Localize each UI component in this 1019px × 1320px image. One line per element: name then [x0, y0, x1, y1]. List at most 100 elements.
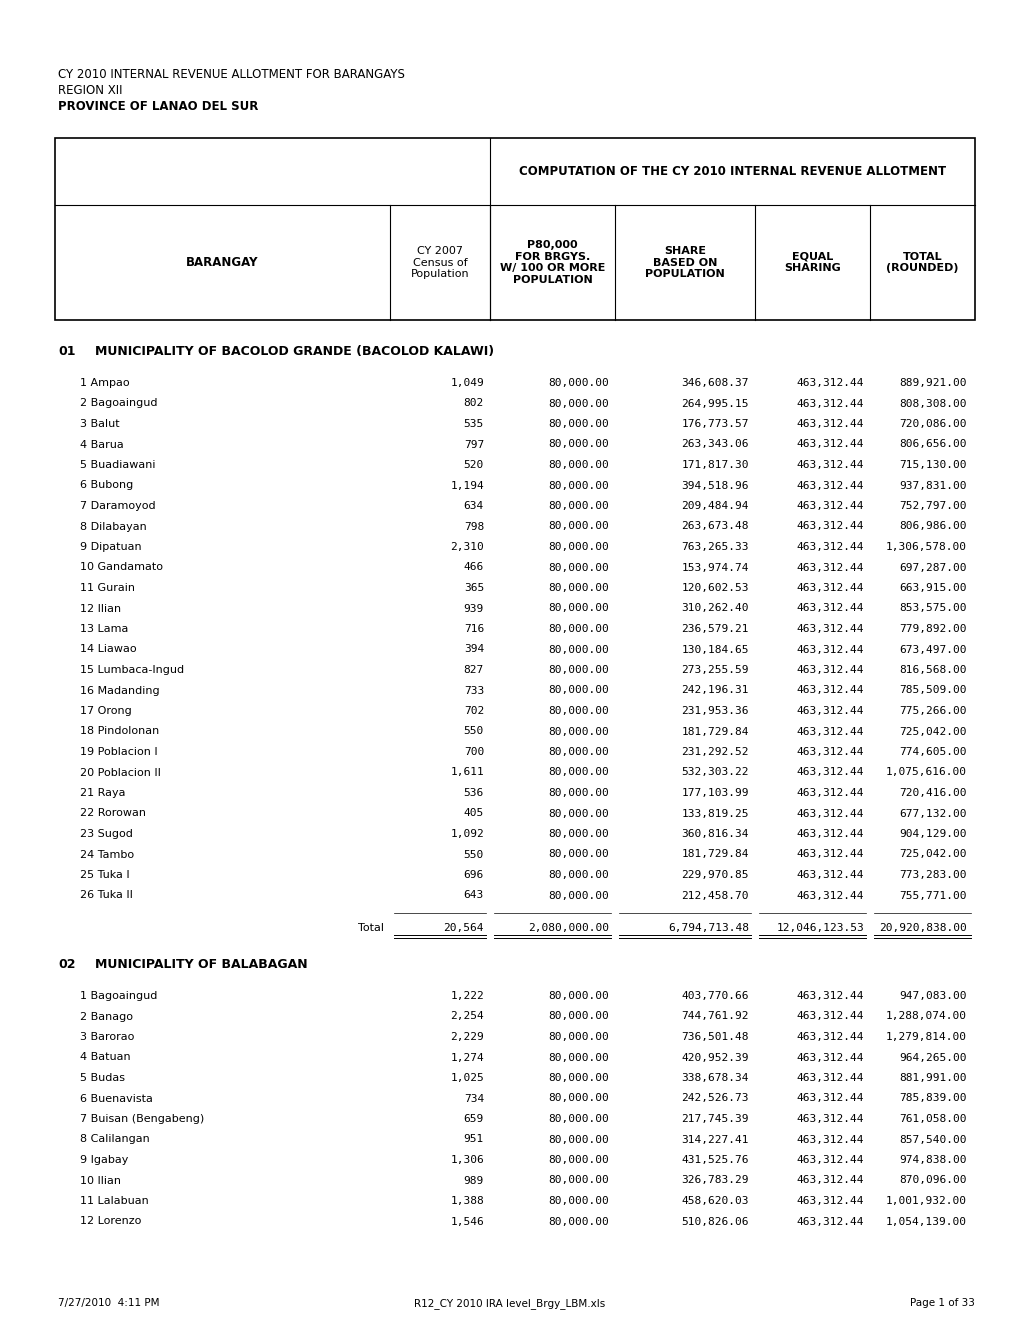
Text: 889,921.00: 889,921.00 — [899, 378, 966, 388]
Text: 463,312.44: 463,312.44 — [796, 543, 863, 552]
Text: 463,312.44: 463,312.44 — [796, 480, 863, 491]
Text: 1,194: 1,194 — [449, 480, 484, 491]
Text: 80,000.00: 80,000.00 — [548, 399, 608, 408]
Text: 659: 659 — [464, 1114, 484, 1125]
Text: 80,000.00: 80,000.00 — [548, 1217, 608, 1226]
Text: 779,892.00: 779,892.00 — [899, 624, 966, 634]
Text: 463,312.44: 463,312.44 — [796, 378, 863, 388]
Text: 130,184.65: 130,184.65 — [681, 644, 748, 655]
Text: 4 Barua: 4 Barua — [79, 440, 123, 450]
Text: 12 Lorenzo: 12 Lorenzo — [79, 1217, 142, 1226]
Text: 634: 634 — [464, 502, 484, 511]
Text: 80,000.00: 80,000.00 — [548, 1155, 608, 1166]
Text: 463,312.44: 463,312.44 — [796, 1052, 863, 1063]
Text: 80,000.00: 80,000.00 — [548, 459, 608, 470]
Text: 181,729.84: 181,729.84 — [681, 850, 748, 859]
Text: 177,103.99: 177,103.99 — [681, 788, 748, 799]
Text: 1,306,578.00: 1,306,578.00 — [886, 543, 966, 552]
Text: 1,546: 1,546 — [449, 1217, 484, 1226]
Text: 16 Madanding: 16 Madanding — [79, 685, 159, 696]
Text: 394,518.96: 394,518.96 — [681, 480, 748, 491]
Text: 853,575.00: 853,575.00 — [899, 603, 966, 614]
Text: 761,058.00: 761,058.00 — [899, 1114, 966, 1125]
Text: 7/27/2010  4:11 PM: 7/27/2010 4:11 PM — [58, 1298, 159, 1308]
Text: 463,312.44: 463,312.44 — [796, 767, 863, 777]
Text: 458,620.03: 458,620.03 — [681, 1196, 748, 1206]
Text: 1,054,139.00: 1,054,139.00 — [886, 1217, 966, 1226]
Text: 720,086.00: 720,086.00 — [899, 418, 966, 429]
Text: 21 Raya: 21 Raya — [79, 788, 125, 799]
Text: 20,564: 20,564 — [443, 923, 484, 933]
Text: 9 Igabay: 9 Igabay — [79, 1155, 128, 1166]
Text: 20 Poblacion II: 20 Poblacion II — [79, 767, 161, 777]
Text: 463,312.44: 463,312.44 — [796, 1032, 863, 1041]
Text: 696: 696 — [464, 870, 484, 880]
Text: 550: 550 — [464, 850, 484, 859]
Text: 463,312.44: 463,312.44 — [796, 583, 863, 593]
Text: 989: 989 — [464, 1176, 484, 1185]
Text: 536: 536 — [464, 788, 484, 799]
Text: 80,000.00: 80,000.00 — [548, 1196, 608, 1206]
Text: 463,312.44: 463,312.44 — [796, 829, 863, 840]
Text: 816,568.00: 816,568.00 — [899, 665, 966, 675]
Text: TOTAL
(ROUNDED): TOTAL (ROUNDED) — [886, 252, 958, 273]
Text: 80,000.00: 80,000.00 — [548, 808, 608, 818]
Text: 463,312.44: 463,312.44 — [796, 891, 863, 900]
Text: 171,817.30: 171,817.30 — [681, 459, 748, 470]
Text: 2,080,000.00: 2,080,000.00 — [528, 923, 608, 933]
Text: 80,000.00: 80,000.00 — [548, 624, 608, 634]
Text: 774,605.00: 774,605.00 — [899, 747, 966, 756]
Text: 80,000.00: 80,000.00 — [548, 543, 608, 552]
Text: 937,831.00: 937,831.00 — [899, 480, 966, 491]
Text: 14 Liawao: 14 Liawao — [79, 644, 137, 655]
Text: 338,678.34: 338,678.34 — [681, 1073, 748, 1082]
Text: 80,000.00: 80,000.00 — [548, 583, 608, 593]
Text: 12 Ilian: 12 Ilian — [79, 603, 121, 614]
Text: 755,771.00: 755,771.00 — [899, 891, 966, 900]
Text: 673,497.00: 673,497.00 — [899, 644, 966, 655]
Text: 463,312.44: 463,312.44 — [796, 1155, 863, 1166]
Text: 6 Bubong: 6 Bubong — [79, 480, 133, 491]
Text: CY 2010 INTERNAL REVENUE ALLOTMENT FOR BARANGAYS: CY 2010 INTERNAL REVENUE ALLOTMENT FOR B… — [58, 69, 405, 81]
Text: 806,986.00: 806,986.00 — [899, 521, 966, 532]
Text: 80,000.00: 80,000.00 — [548, 1073, 608, 1082]
Text: 463,312.44: 463,312.44 — [796, 1134, 863, 1144]
Text: 01: 01 — [58, 345, 75, 358]
Text: 80,000.00: 80,000.00 — [548, 603, 608, 614]
Text: 2,310: 2,310 — [449, 543, 484, 552]
Text: 1,274: 1,274 — [449, 1052, 484, 1063]
Text: 236,579.21: 236,579.21 — [681, 624, 748, 634]
Text: 951: 951 — [464, 1134, 484, 1144]
Text: EQUAL
SHARING: EQUAL SHARING — [784, 252, 840, 273]
Text: 806,656.00: 806,656.00 — [899, 440, 966, 450]
Text: 904,129.00: 904,129.00 — [899, 829, 966, 840]
Text: 520: 520 — [464, 459, 484, 470]
Text: 80,000.00: 80,000.00 — [548, 891, 608, 900]
Text: 532,303.22: 532,303.22 — [681, 767, 748, 777]
Text: 80,000.00: 80,000.00 — [548, 870, 608, 880]
Text: 1,092: 1,092 — [449, 829, 484, 840]
Text: CY 2007
Census of
Population: CY 2007 Census of Population — [411, 246, 469, 279]
Text: 463,312.44: 463,312.44 — [796, 502, 863, 511]
Text: 1,306: 1,306 — [449, 1155, 484, 1166]
Text: Total: Total — [358, 923, 383, 933]
Text: 80,000.00: 80,000.00 — [548, 850, 608, 859]
Text: 716: 716 — [464, 624, 484, 634]
Text: 7 Daramoyod: 7 Daramoyod — [79, 502, 156, 511]
Text: 80,000.00: 80,000.00 — [548, 788, 608, 799]
Text: 24 Tambo: 24 Tambo — [79, 850, 133, 859]
Text: 10 Ilian: 10 Ilian — [79, 1176, 121, 1185]
Text: P80,000
FOR BRGYS.
W/ 100 OR MORE
POPULATION: P80,000 FOR BRGYS. W/ 100 OR MORE POPULA… — [499, 240, 604, 285]
Text: 827: 827 — [464, 665, 484, 675]
Text: 700: 700 — [464, 747, 484, 756]
Text: 80,000.00: 80,000.00 — [548, 747, 608, 756]
Text: 550: 550 — [464, 726, 484, 737]
Text: 463,312.44: 463,312.44 — [796, 1196, 863, 1206]
Text: 22 Rorowan: 22 Rorowan — [79, 808, 146, 818]
Text: 463,312.44: 463,312.44 — [796, 440, 863, 450]
Text: 870,096.00: 870,096.00 — [899, 1176, 966, 1185]
Text: 18 Pindolonan: 18 Pindolonan — [79, 726, 159, 737]
Text: MUNICIPALITY OF BALABAGAN: MUNICIPALITY OF BALABAGAN — [95, 958, 308, 972]
Text: 939: 939 — [464, 603, 484, 614]
Text: PROVINCE OF LANAO DEL SUR: PROVINCE OF LANAO DEL SUR — [58, 100, 258, 114]
